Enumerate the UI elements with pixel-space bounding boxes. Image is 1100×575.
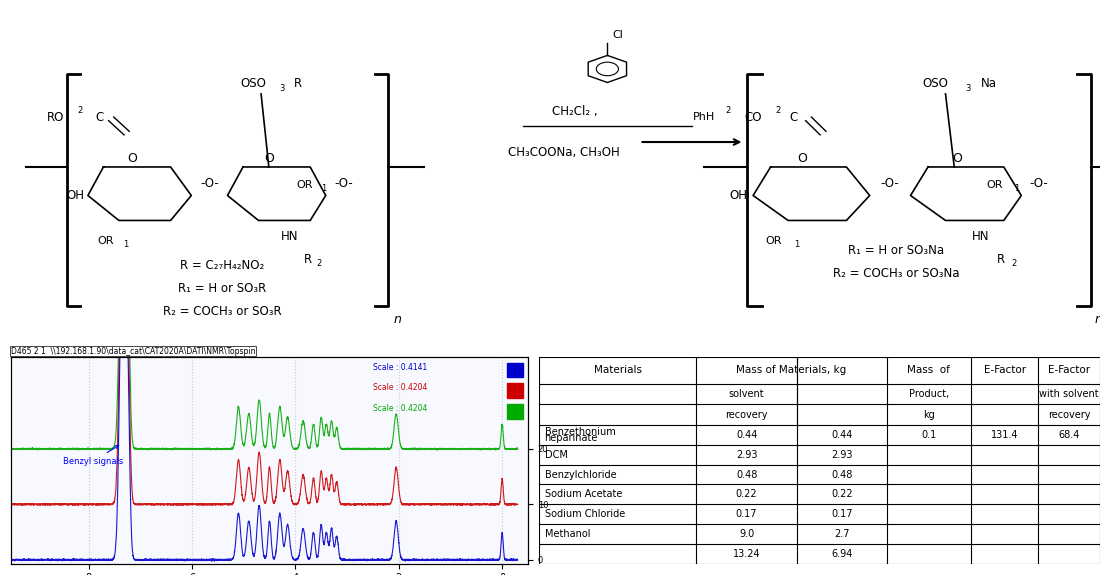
Text: n: n — [1094, 313, 1100, 326]
Text: solvent: solvent — [729, 389, 764, 399]
Text: OR: OR — [766, 236, 782, 247]
Text: CH₂Cl₂ ,: CH₂Cl₂ , — [552, 105, 598, 118]
Text: OH: OH — [729, 189, 748, 202]
Text: 0.22: 0.22 — [832, 489, 852, 499]
Text: R₂ = COCH₃ or SO₃R: R₂ = COCH₃ or SO₃R — [163, 305, 282, 318]
Text: recovery: recovery — [725, 410, 768, 420]
Text: Mass  of: Mass of — [908, 365, 950, 375]
Text: OSO: OSO — [241, 76, 266, 90]
Text: O: O — [126, 152, 136, 164]
Text: Benzethonium: Benzethonium — [544, 427, 615, 437]
Text: recovery: recovery — [1048, 410, 1090, 420]
Text: OR: OR — [297, 180, 313, 190]
Text: 2: 2 — [776, 106, 780, 115]
Text: C: C — [96, 110, 103, 124]
Text: with solvent: with solvent — [1040, 389, 1099, 399]
Text: OSO: OSO — [923, 76, 948, 90]
Text: 0.48: 0.48 — [832, 470, 852, 480]
Text: HN: HN — [280, 230, 298, 243]
Text: R: R — [997, 253, 1005, 266]
Text: Scale : 0.4204: Scale : 0.4204 — [373, 384, 427, 392]
Text: 68.4: 68.4 — [1058, 430, 1080, 440]
Text: HN: HN — [971, 230, 989, 243]
Text: 0.44: 0.44 — [736, 430, 757, 440]
Text: O: O — [953, 152, 962, 164]
Text: -O-: -O- — [1030, 177, 1048, 190]
Text: 3: 3 — [279, 84, 285, 93]
Text: 2: 2 — [77, 106, 82, 115]
Bar — [507, 384, 522, 398]
Text: 6.94: 6.94 — [832, 549, 852, 559]
Text: RO: RO — [47, 110, 65, 124]
Text: kg: kg — [923, 410, 935, 420]
Text: Materials: Materials — [594, 365, 641, 375]
Text: D465 2 1  \\192.168.1.90\data_cat\CAT2020A\DATI\NMR\Topspin: D465 2 1 \\192.168.1.90\data_cat\CAT2020… — [11, 347, 255, 356]
Text: OR: OR — [987, 180, 1003, 190]
Text: Scale : 0.4204: Scale : 0.4204 — [373, 404, 427, 413]
Text: Benzyl signals: Benzyl signals — [63, 446, 123, 466]
Text: DCM: DCM — [544, 450, 568, 460]
Text: R: R — [304, 253, 311, 266]
Text: Methanol: Methanol — [544, 529, 590, 539]
Text: -O-: -O- — [881, 177, 900, 190]
Text: 2.93: 2.93 — [736, 450, 757, 460]
Text: OR: OR — [98, 236, 114, 247]
Text: 2: 2 — [725, 106, 730, 115]
Text: E-Factor: E-Factor — [1048, 365, 1090, 375]
Text: R₂ = COCH₃ or SO₃Na: R₂ = COCH₃ or SO₃Na — [833, 267, 959, 281]
Text: R₁ = H or SO₃R: R₁ = H or SO₃R — [178, 282, 266, 295]
Text: Product,: Product, — [909, 389, 949, 399]
Text: 1: 1 — [321, 184, 327, 193]
Text: Sodium Chloride: Sodium Chloride — [544, 509, 625, 519]
Text: E-Factor: E-Factor — [983, 365, 1025, 375]
Text: 131.4: 131.4 — [991, 430, 1019, 440]
Text: 0.48: 0.48 — [736, 470, 757, 480]
Text: CH₃COONa, CH₃OH: CH₃COONa, CH₃OH — [508, 146, 619, 159]
Text: n: n — [394, 313, 402, 326]
Bar — [507, 363, 522, 377]
Text: C: C — [790, 110, 799, 124]
Text: 2.7: 2.7 — [834, 529, 849, 539]
Text: 0.1: 0.1 — [922, 430, 936, 440]
Text: O: O — [264, 152, 274, 164]
Text: 13.24: 13.24 — [733, 549, 760, 559]
Text: 0.44: 0.44 — [832, 430, 852, 440]
Text: Scale : 0.4141: Scale : 0.4141 — [373, 363, 427, 371]
Text: R₁ = H or SO₃Na: R₁ = H or SO₃Na — [848, 244, 944, 257]
Text: PhH: PhH — [693, 112, 715, 122]
Text: 1: 1 — [123, 240, 129, 250]
Text: Na: Na — [980, 76, 997, 90]
Text: 0.17: 0.17 — [832, 509, 852, 519]
Text: 1: 1 — [793, 240, 799, 250]
Text: 2: 2 — [317, 259, 321, 268]
Text: OH: OH — [66, 189, 84, 202]
Text: 1: 1 — [1014, 184, 1020, 193]
Text: Benzylchloride: Benzylchloride — [544, 470, 616, 480]
Text: -O-: -O- — [334, 177, 353, 190]
Text: heparinate: heparinate — [544, 433, 598, 443]
Text: Cl: Cl — [612, 30, 623, 40]
Text: 0.22: 0.22 — [736, 489, 758, 499]
Text: CO: CO — [745, 110, 762, 124]
Text: 9.0: 9.0 — [739, 529, 755, 539]
Bar — [507, 404, 522, 419]
Text: 2.93: 2.93 — [832, 450, 852, 460]
Text: 3: 3 — [965, 84, 970, 93]
Text: Mass of Materials, kg: Mass of Materials, kg — [736, 365, 847, 375]
Text: 0.17: 0.17 — [736, 509, 757, 519]
Text: Sodium Acetate: Sodium Acetate — [544, 489, 622, 499]
Text: 2: 2 — [1011, 259, 1016, 268]
Text: O: O — [798, 152, 807, 164]
Text: R: R — [294, 76, 301, 90]
Text: -O-: -O- — [200, 177, 219, 190]
Text: R = C₂₇H₄₂NO₂: R = C₂₇H₄₂NO₂ — [180, 259, 264, 271]
